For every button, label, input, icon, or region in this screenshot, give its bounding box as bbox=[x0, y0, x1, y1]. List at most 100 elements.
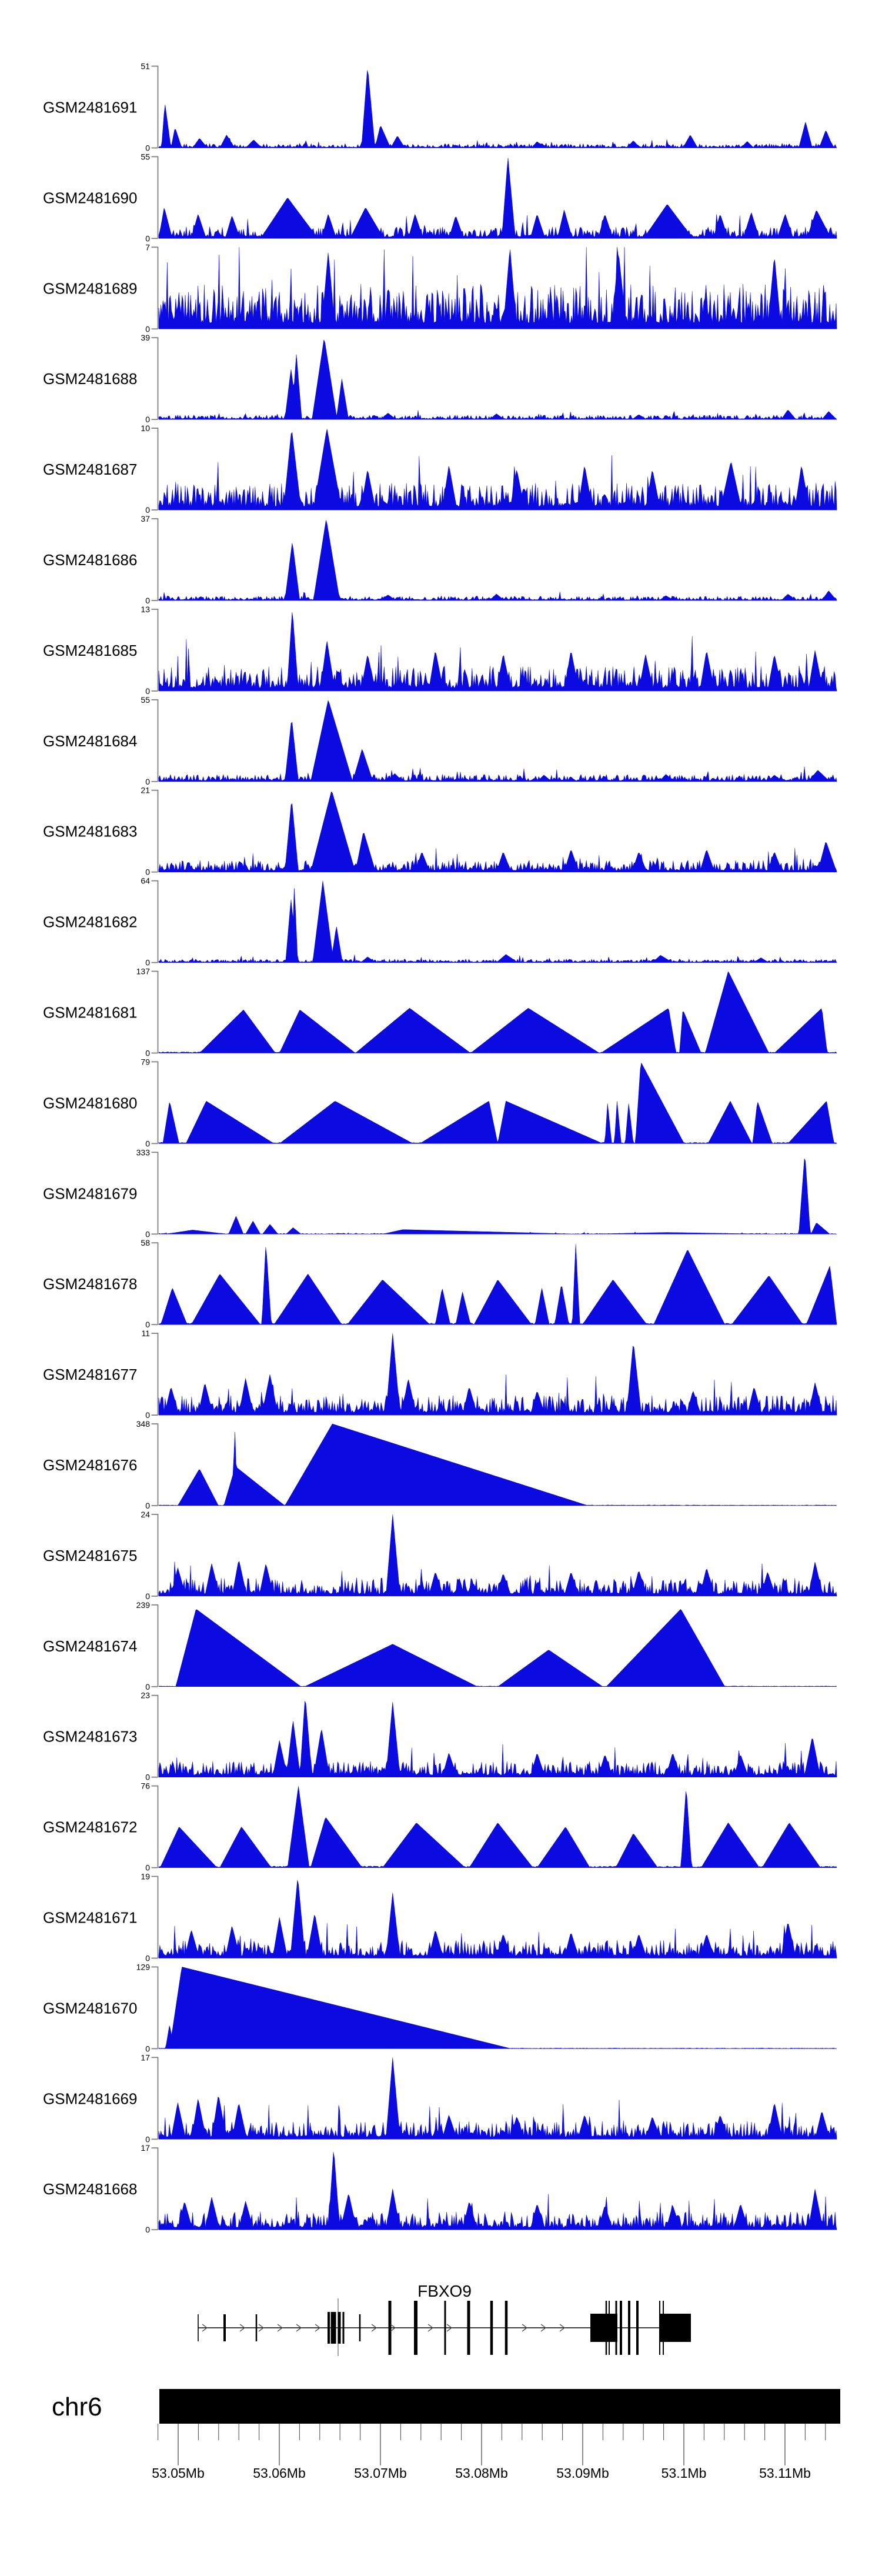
y-zero-label: 0 bbox=[145, 686, 150, 696]
track-row-GSM2481683: GSM2481683 21 0 bbox=[43, 786, 837, 877]
exon-tick-cluster bbox=[330, 2312, 336, 2344]
exon-tick-tall bbox=[414, 2301, 417, 2355]
track-label: GSM2481677 bbox=[43, 1366, 137, 1383]
strand-arrow-right bbox=[202, 2324, 208, 2332]
ruler-coordinate-label: 53.06Mb bbox=[253, 2465, 306, 2481]
strand-arrow-right bbox=[559, 2324, 566, 2332]
y-max-label: 239 bbox=[136, 1600, 151, 1610]
track-row-GSM2481687: GSM2481687 10 0 bbox=[43, 423, 837, 515]
y-zero-label: 0 bbox=[145, 1410, 150, 1420]
signal-area-GSM2481684 bbox=[158, 700, 837, 782]
y-max-label: 58 bbox=[141, 1238, 150, 1247]
ruler-coordinate-label: 53.1Mb bbox=[662, 2465, 707, 2481]
y-zero-label: 0 bbox=[145, 1954, 150, 1963]
y-zero-label: 0 bbox=[145, 415, 150, 424]
signal-area-GSM2481681 bbox=[158, 971, 837, 1053]
track-label: GSM2481687 bbox=[43, 461, 137, 478]
y-zero-label: 0 bbox=[145, 1229, 150, 1239]
y-max-label: 7 bbox=[145, 242, 150, 252]
signal-area-GSM2481688 bbox=[158, 339, 837, 420]
signal-area-GSM2481682 bbox=[158, 880, 837, 963]
exon-tick bbox=[359, 2314, 361, 2341]
y-max-label: 13 bbox=[141, 605, 150, 614]
strand-arrow-right bbox=[371, 2324, 377, 2332]
track-row-GSM2481685: GSM2481685 13 0 bbox=[43, 605, 837, 696]
signal-area-GSM2481686 bbox=[158, 520, 837, 601]
track-row-GSM2481669: GSM2481669 17 0 bbox=[43, 2053, 837, 2144]
gene-name-label: FBXO9 bbox=[417, 2282, 472, 2300]
y-max-label: 137 bbox=[136, 967, 151, 976]
strand-arrow-right bbox=[258, 2324, 265, 2332]
y-max-label: 17 bbox=[141, 2053, 150, 2062]
ruler-coordinate-label: 53.07Mb bbox=[354, 2465, 407, 2481]
track-label: GSM2481689 bbox=[43, 279, 137, 297]
track-label: GSM2481670 bbox=[43, 1999, 137, 2017]
y-zero-label: 0 bbox=[145, 2134, 150, 2144]
track-row-GSM2481682: GSM2481682 64 0 bbox=[43, 876, 837, 967]
ruler-coordinate-label: 53.05Mb bbox=[152, 2465, 205, 2481]
signal-area-GSM2481673 bbox=[158, 1701, 837, 1777]
y-max-label: 37 bbox=[141, 514, 150, 523]
track-label: GSM2481686 bbox=[43, 551, 137, 569]
y-max-label: 333 bbox=[136, 1147, 151, 1157]
track-row-GSM2481672: GSM2481672 76 0 bbox=[43, 1781, 837, 1873]
strand-arrow-right bbox=[315, 2324, 321, 2332]
y-max-label: 55 bbox=[141, 695, 150, 705]
track-label: GSM2481682 bbox=[43, 913, 137, 931]
track-row-GSM2481680: GSM2481680 79 0 bbox=[43, 1057, 837, 1148]
y-zero-label: 0 bbox=[145, 233, 150, 243]
ruler-coordinate-label: 53.11Mb bbox=[759, 2465, 811, 2481]
y-max-label: 21 bbox=[141, 786, 150, 795]
y-max-label: 39 bbox=[141, 333, 150, 342]
gene-model-layer: FBXO9 bbox=[198, 2282, 691, 2356]
track-row-GSM2481690: GSM2481690 55 0 bbox=[43, 152, 837, 243]
signal-area-GSM2481690 bbox=[158, 158, 837, 239]
y-zero-label: 0 bbox=[145, 958, 150, 967]
y-zero-label: 0 bbox=[145, 1139, 150, 1148]
y-max-label: 24 bbox=[141, 1510, 150, 1519]
y-zero-label: 0 bbox=[145, 867, 150, 877]
track-label: GSM2481681 bbox=[43, 1004, 137, 1022]
exon-box bbox=[590, 2314, 617, 2342]
signal-area-GSM2481685 bbox=[158, 612, 837, 692]
exon-tick-tall bbox=[505, 2301, 508, 2355]
track-label: GSM2481675 bbox=[43, 1547, 137, 1564]
y-zero-label: 0 bbox=[145, 2225, 150, 2234]
track-row-GSM2481671: GSM2481671 19 0 bbox=[43, 1872, 837, 1963]
y-zero-label: 0 bbox=[145, 777, 150, 786]
track-row-GSM2481676: GSM2481676 348 0 bbox=[43, 1419, 837, 1510]
track-row-GSM2481670: GSM2481670 129 0 bbox=[43, 1962, 837, 2053]
signal-tracks-layer: GSM2481691510GSM2481690550GSM248168970GS… bbox=[43, 62, 837, 2234]
y-max-label: 348 bbox=[136, 1419, 151, 1429]
track-label: GSM2481688 bbox=[43, 370, 137, 388]
signal-area-GSM2481691 bbox=[158, 70, 837, 148]
exon-tick bbox=[255, 2314, 258, 2341]
track-row-GSM2481668: GSM2481668 17 0 bbox=[43, 2143, 837, 2234]
y-max-label: 51 bbox=[141, 62, 150, 71]
signal-area-GSM2481674 bbox=[158, 1609, 837, 1687]
y-zero-label: 0 bbox=[145, 505, 150, 515]
strand-arrow-right bbox=[390, 2324, 396, 2332]
track-row-GSM2481675: GSM2481675 24 0 bbox=[43, 1510, 837, 1601]
track-label: GSM2481685 bbox=[43, 642, 137, 659]
strand-arrow-right bbox=[296, 2324, 302, 2332]
track-label: GSM2481679 bbox=[43, 1184, 137, 1202]
y-max-label: 23 bbox=[141, 1691, 150, 1700]
y-zero-label: 0 bbox=[145, 1591, 150, 1601]
exon-tick bbox=[198, 2314, 199, 2341]
track-label: GSM2481668 bbox=[43, 2180, 137, 2198]
y-zero-label: 0 bbox=[145, 1773, 150, 1782]
exon-tick-cluster bbox=[342, 2312, 345, 2344]
y-max-label: 19 bbox=[141, 1872, 150, 1881]
signal-area-GSM2481678 bbox=[158, 1244, 837, 1325]
signal-area-GSM2481679 bbox=[158, 1158, 837, 1234]
track-label: GSM2481674 bbox=[43, 1637, 137, 1655]
track-row-GSM2481686: GSM2481686 37 0 bbox=[43, 514, 837, 605]
signal-area-GSM2481689 bbox=[158, 247, 837, 329]
chromosome-layer: chr6 53.05Mb 53.06Mb 53.07Mb 53.08Mb 53.09Mb… bbox=[52, 2389, 840, 2481]
exon-tick-cluster bbox=[338, 2312, 341, 2344]
y-max-label: 79 bbox=[141, 1057, 150, 1066]
signal-area-GSM2481672 bbox=[158, 1786, 837, 1868]
